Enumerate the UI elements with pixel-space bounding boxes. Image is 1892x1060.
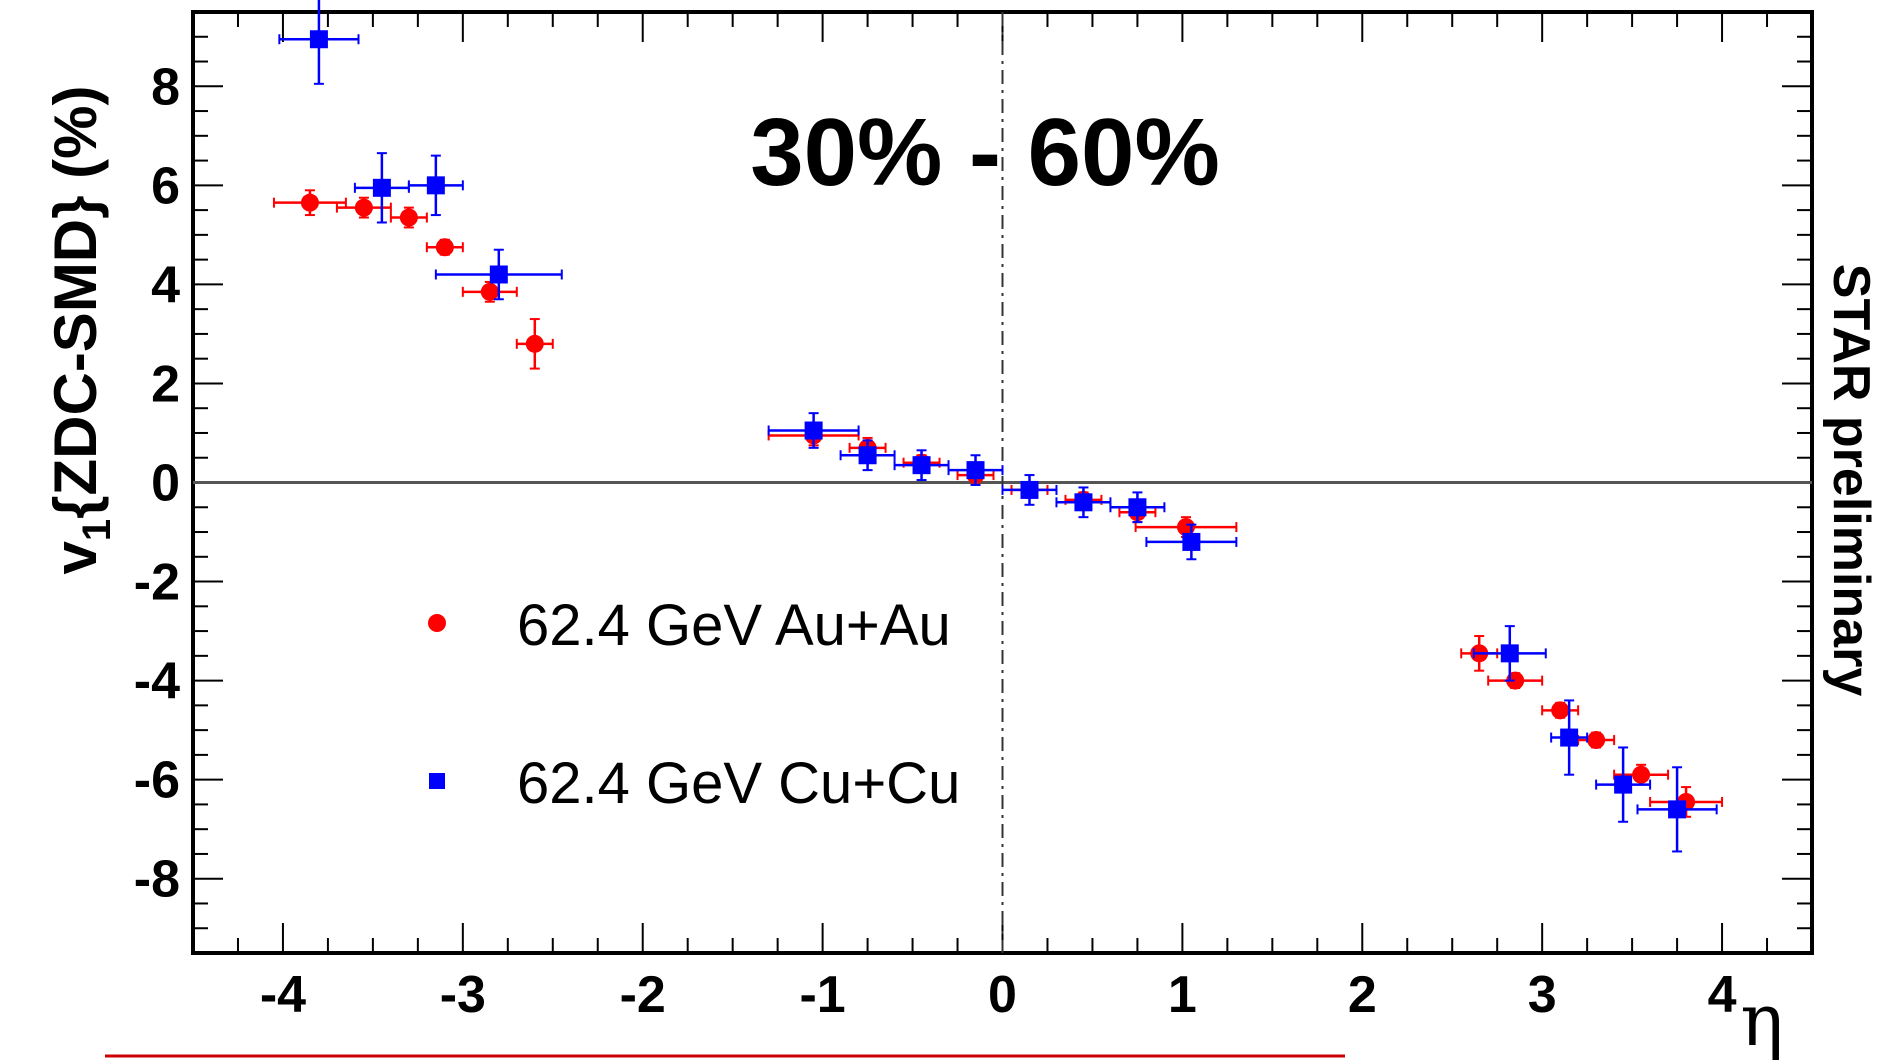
y-tick-label: -4 <box>134 653 180 711</box>
x-tick-label: 4 <box>1708 966 1737 1024</box>
data-point-auau <box>525 334 544 353</box>
data-point-cucu <box>1074 493 1093 512</box>
data-point-cucu <box>1560 728 1579 747</box>
data-point-cucu <box>372 178 391 197</box>
legend-marker-auau <box>428 614 446 632</box>
data-point-cucu <box>309 30 328 49</box>
data-point-auau <box>1587 731 1606 750</box>
data-point-cucu <box>804 421 823 440</box>
y-axis-label-main: v <box>42 540 109 574</box>
data-point-cucu <box>489 265 508 284</box>
data-point-cucu <box>426 176 445 195</box>
data-point-cucu <box>1182 532 1201 551</box>
star-preliminary-label: STAR preliminary <box>1822 264 1880 697</box>
x-tick-label: -2 <box>620 966 666 1024</box>
x-tick-label: 1 <box>1168 966 1197 1024</box>
data-points-layer <box>272 0 1724 853</box>
series-cucu <box>278 0 1718 853</box>
y-axis-label-subscript: 1 <box>75 519 119 541</box>
x-tick-label: -1 <box>799 966 845 1024</box>
tick-labels-layer: -4 -3 -2 -1 0 1 2 3 4 -8 -6 -4 -2 0 2 4 6 8 <box>134 58 1737 1024</box>
data-point-cucu <box>858 446 877 465</box>
data-point-auau <box>300 193 319 212</box>
y-tick-label: -6 <box>134 752 180 810</box>
y-tick-label: 2 <box>151 355 180 413</box>
y-axis-label: v1{ZDC-SMD} (%) <box>42 86 119 575</box>
x-tick-label: -3 <box>440 966 486 1024</box>
chart-title: 30% - 60% <box>750 99 1220 206</box>
y-tick-label: 6 <box>151 157 180 215</box>
y-tick-label: 0 <box>151 455 180 513</box>
data-point-cucu <box>1614 775 1633 794</box>
y-tick-label: -8 <box>134 851 180 909</box>
x-tick-label: 3 <box>1528 966 1557 1024</box>
y-tick-label: -2 <box>134 554 180 612</box>
data-point-auau <box>1632 765 1651 784</box>
legend-label-auau: 62.4 GeV Au+Au <box>517 593 951 658</box>
data-point-cucu <box>1500 644 1519 663</box>
data-point-auau <box>480 282 499 301</box>
x-tick-label: 0 <box>988 966 1017 1024</box>
data-point-auau <box>354 198 373 217</box>
y-tick-label: 8 <box>151 58 180 116</box>
data-point-cucu <box>912 456 931 475</box>
legend-marker-cucu <box>429 773 445 789</box>
legend: 62.4 GeV Au+Au 62.4 GeV Cu+Cu <box>428 593 960 816</box>
data-point-auau <box>1551 701 1570 720</box>
y-axis-label-rest: {ZDC-SMD} (%) <box>42 86 109 519</box>
x-tick-label: 2 <box>1348 966 1377 1024</box>
data-point-auau <box>435 238 454 257</box>
data-point-auau <box>399 208 418 227</box>
y-tick-label: 4 <box>151 256 180 314</box>
data-point-cucu <box>1128 498 1147 517</box>
series-auau <box>272 189 1724 818</box>
x-tick-label: -4 <box>260 966 306 1024</box>
data-point-cucu <box>1020 480 1039 499</box>
x-axis-label: η <box>1740 978 1783 1060</box>
legend-label-cucu: 62.4 GeV Cu+Cu <box>517 751 960 816</box>
reference-lines-layer <box>193 12 1812 953</box>
data-point-cucu <box>966 461 985 480</box>
data-point-cucu <box>1668 800 1687 819</box>
